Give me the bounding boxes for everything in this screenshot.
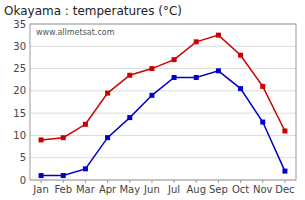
title: Okayama : temperatures (°C) xyxy=(4,4,182,18)
x-tick-label: Aug xyxy=(186,184,206,195)
x-tick xyxy=(85,180,86,183)
point xyxy=(238,86,243,91)
y-tick-label: 5 xyxy=(20,152,26,163)
x-tick xyxy=(63,180,64,183)
x-tick-label: May xyxy=(119,184,140,195)
x-tick xyxy=(240,180,241,183)
point xyxy=(83,166,88,171)
point xyxy=(282,169,287,174)
x-tick xyxy=(218,180,219,183)
point xyxy=(127,115,132,120)
point xyxy=(61,173,66,178)
x-tick-label: Dec xyxy=(275,184,294,195)
point xyxy=(172,75,177,80)
grid-line xyxy=(30,157,296,158)
chart: Okayama : temperatures (°C) 0 5 10 15 20 25 30 3… xyxy=(0,0,305,200)
plot-frame xyxy=(30,24,296,180)
point xyxy=(105,91,110,96)
x-tick-label: Jul xyxy=(167,184,180,195)
point xyxy=(83,122,88,127)
x-tick xyxy=(262,180,263,183)
point xyxy=(127,73,132,78)
series-line xyxy=(41,71,285,176)
x-tick-label: Oct xyxy=(232,184,249,195)
point xyxy=(282,128,287,133)
point xyxy=(260,84,265,89)
point xyxy=(39,173,44,178)
y-tick-label: 15 xyxy=(13,108,26,119)
point xyxy=(238,53,243,58)
x-tick xyxy=(196,180,197,183)
x-tick xyxy=(129,180,130,183)
point xyxy=(216,33,221,38)
series-line xyxy=(41,35,285,140)
y-tick-label: 30 xyxy=(13,41,26,52)
x-tick-label: Sep xyxy=(209,184,228,195)
x-tick xyxy=(107,180,108,183)
point xyxy=(194,75,199,80)
y-tick-label: 10 xyxy=(13,130,26,141)
x-tick-label: Jun xyxy=(143,184,160,195)
series-group xyxy=(39,33,288,178)
grid-line xyxy=(30,135,296,136)
grid-line xyxy=(30,46,296,47)
grid-line xyxy=(30,68,296,69)
x-tick xyxy=(174,180,175,183)
point xyxy=(149,93,154,98)
y-tick-label: 20 xyxy=(13,85,26,96)
y-tick-label: 0 xyxy=(20,175,26,186)
x-tick xyxy=(151,180,152,183)
point xyxy=(172,57,177,62)
x-tick-label: Jan xyxy=(32,184,48,195)
x-tick xyxy=(284,180,285,183)
y-tick-label: 25 xyxy=(13,63,26,74)
point xyxy=(61,135,66,140)
point xyxy=(39,137,44,142)
grid xyxy=(30,24,296,180)
point xyxy=(194,39,199,44)
point xyxy=(260,120,265,125)
x-tick-label: Nov xyxy=(253,184,273,195)
point xyxy=(149,66,154,71)
x-tick-label: Feb xyxy=(54,184,72,195)
x-tick xyxy=(41,180,42,183)
point xyxy=(105,135,110,140)
watermark: www.allmetsat.com xyxy=(36,28,115,37)
grid-line xyxy=(30,90,296,91)
y-tick-label: 35 xyxy=(13,19,26,30)
x-tick-label: Apr xyxy=(99,184,117,195)
point xyxy=(216,68,221,73)
x-tick-label: Mar xyxy=(76,184,96,195)
